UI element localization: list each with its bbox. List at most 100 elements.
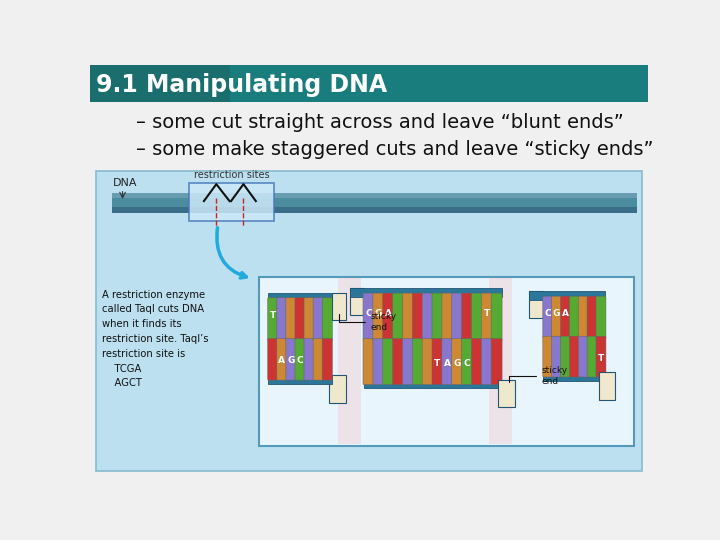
FancyBboxPatch shape — [491, 293, 502, 341]
FancyBboxPatch shape — [392, 339, 403, 384]
FancyBboxPatch shape — [481, 339, 492, 384]
Text: 9.1 Manipulating DNA: 9.1 Manipulating DNA — [96, 73, 387, 97]
FancyBboxPatch shape — [373, 339, 384, 384]
FancyBboxPatch shape — [561, 296, 570, 339]
Text: A: A — [444, 359, 451, 368]
FancyBboxPatch shape — [578, 336, 588, 377]
FancyBboxPatch shape — [413, 293, 423, 341]
Bar — [350, 288, 502, 296]
FancyBboxPatch shape — [322, 298, 333, 341]
Text: – some make staggered cuts and leave “sticky ends”: – some make staggered cuts and leave “st… — [137, 140, 654, 159]
Bar — [112, 193, 637, 198]
FancyBboxPatch shape — [552, 336, 562, 377]
FancyBboxPatch shape — [442, 293, 453, 341]
Text: C: C — [365, 309, 372, 318]
FancyBboxPatch shape — [451, 339, 463, 384]
FancyBboxPatch shape — [304, 298, 314, 341]
Text: G: G — [454, 359, 461, 368]
FancyBboxPatch shape — [543, 296, 553, 339]
FancyBboxPatch shape — [295, 339, 305, 380]
FancyBboxPatch shape — [402, 293, 413, 341]
FancyBboxPatch shape — [383, 339, 394, 384]
FancyBboxPatch shape — [276, 339, 287, 380]
Bar — [599, 372, 615, 400]
FancyBboxPatch shape — [402, 339, 413, 384]
FancyBboxPatch shape — [587, 296, 597, 339]
FancyBboxPatch shape — [442, 339, 453, 384]
FancyBboxPatch shape — [322, 339, 333, 380]
FancyBboxPatch shape — [451, 293, 463, 341]
Bar — [112, 193, 637, 213]
FancyBboxPatch shape — [587, 336, 597, 377]
Bar — [529, 291, 606, 300]
Bar — [364, 380, 516, 388]
FancyBboxPatch shape — [462, 339, 472, 384]
FancyBboxPatch shape — [432, 339, 443, 384]
Bar — [329, 375, 346, 403]
FancyBboxPatch shape — [363, 339, 374, 384]
Text: G: G — [553, 309, 560, 318]
FancyBboxPatch shape — [432, 293, 443, 341]
Text: C: C — [297, 356, 303, 366]
FancyBboxPatch shape — [578, 296, 588, 339]
FancyBboxPatch shape — [552, 296, 562, 339]
FancyBboxPatch shape — [383, 293, 394, 341]
Text: restriction sites: restriction sites — [194, 170, 269, 179]
Text: G: G — [374, 309, 382, 318]
Text: DNA: DNA — [113, 178, 138, 188]
FancyBboxPatch shape — [268, 298, 278, 341]
Text: C: C — [464, 359, 470, 368]
FancyBboxPatch shape — [295, 298, 305, 341]
FancyBboxPatch shape — [561, 336, 570, 377]
Bar — [544, 372, 606, 381]
FancyBboxPatch shape — [304, 339, 314, 380]
FancyBboxPatch shape — [286, 339, 296, 380]
Text: A: A — [562, 309, 569, 318]
Text: T: T — [598, 354, 604, 363]
Bar — [338, 278, 361, 444]
FancyBboxPatch shape — [481, 293, 492, 341]
Bar — [112, 198, 637, 207]
Text: A: A — [279, 356, 285, 366]
FancyBboxPatch shape — [422, 293, 433, 341]
FancyBboxPatch shape — [268, 339, 278, 380]
Text: G: G — [287, 356, 294, 366]
FancyBboxPatch shape — [570, 296, 580, 339]
FancyBboxPatch shape — [422, 339, 433, 384]
Text: T: T — [270, 311, 276, 320]
FancyBboxPatch shape — [313, 298, 323, 341]
Text: C: C — [544, 309, 551, 318]
Bar — [189, 183, 274, 221]
Text: T: T — [434, 359, 441, 368]
Bar — [90, 65, 648, 102]
Bar — [529, 291, 544, 318]
FancyBboxPatch shape — [413, 339, 423, 384]
Bar — [230, 65, 648, 102]
Text: – some cut straight across and leave “blunt ends”: – some cut straight across and leave “bl… — [137, 113, 624, 132]
FancyBboxPatch shape — [491, 339, 502, 384]
Text: sticky
end: sticky end — [508, 366, 568, 386]
Bar — [269, 293, 346, 301]
Bar — [350, 288, 364, 315]
FancyBboxPatch shape — [543, 336, 553, 377]
Bar — [269, 375, 332, 383]
Text: A: A — [384, 309, 392, 318]
FancyBboxPatch shape — [286, 298, 296, 341]
Bar — [489, 278, 513, 444]
FancyBboxPatch shape — [462, 293, 472, 341]
Bar — [332, 293, 346, 320]
Text: A restriction enzyme
called TaqI cuts DNA
when it finds its
restriction site. Ta: A restriction enzyme called TaqI cuts DN… — [102, 289, 208, 388]
FancyBboxPatch shape — [596, 336, 606, 377]
FancyBboxPatch shape — [276, 298, 287, 341]
FancyBboxPatch shape — [363, 293, 374, 341]
FancyBboxPatch shape — [392, 293, 403, 341]
FancyBboxPatch shape — [373, 293, 384, 341]
FancyBboxPatch shape — [472, 339, 482, 384]
FancyBboxPatch shape — [596, 296, 606, 339]
Bar — [498, 380, 516, 408]
FancyBboxPatch shape — [570, 336, 580, 377]
FancyBboxPatch shape — [313, 339, 323, 380]
FancyBboxPatch shape — [472, 293, 482, 341]
Text: sticky
end: sticky end — [339, 312, 397, 332]
Text: T: T — [484, 309, 490, 318]
